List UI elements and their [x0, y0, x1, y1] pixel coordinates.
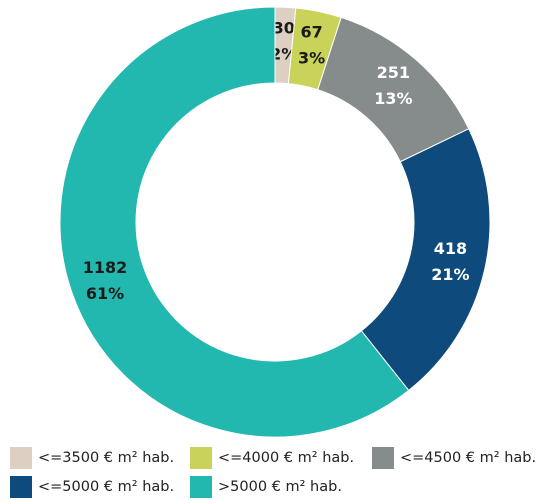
slice-percent-label: 13% — [374, 89, 412, 108]
legend-swatch — [372, 447, 394, 469]
slice — [59, 6, 410, 438]
slice-percent-label: 21% — [431, 265, 469, 284]
slice — [360, 128, 491, 392]
legend-swatch — [10, 447, 32, 469]
slice-value-label: 418 — [434, 239, 467, 258]
legend-label: <=4000 € m² hab. — [218, 450, 354, 466]
slice-percent-label: 3% — [298, 48, 325, 67]
legend-swatch — [190, 476, 212, 498]
slice-value-label: 1182 — [83, 258, 128, 277]
legend-label: <=3500 € m² hab. — [38, 450, 174, 466]
slice-value-label: 30 — [273, 19, 295, 38]
legend-swatch — [190, 447, 212, 469]
legend-label: <=4500 € m² hab. — [400, 450, 536, 466]
slice-value-label: 67 — [300, 22, 322, 41]
legend-label: >5000 € m² hab. — [218, 479, 342, 495]
legend-swatch — [10, 476, 32, 498]
slice-percent-label: 61% — [86, 284, 124, 303]
slice-value-label: 251 — [377, 63, 410, 82]
legend-label: <=5000 € m² hab. — [38, 479, 174, 495]
